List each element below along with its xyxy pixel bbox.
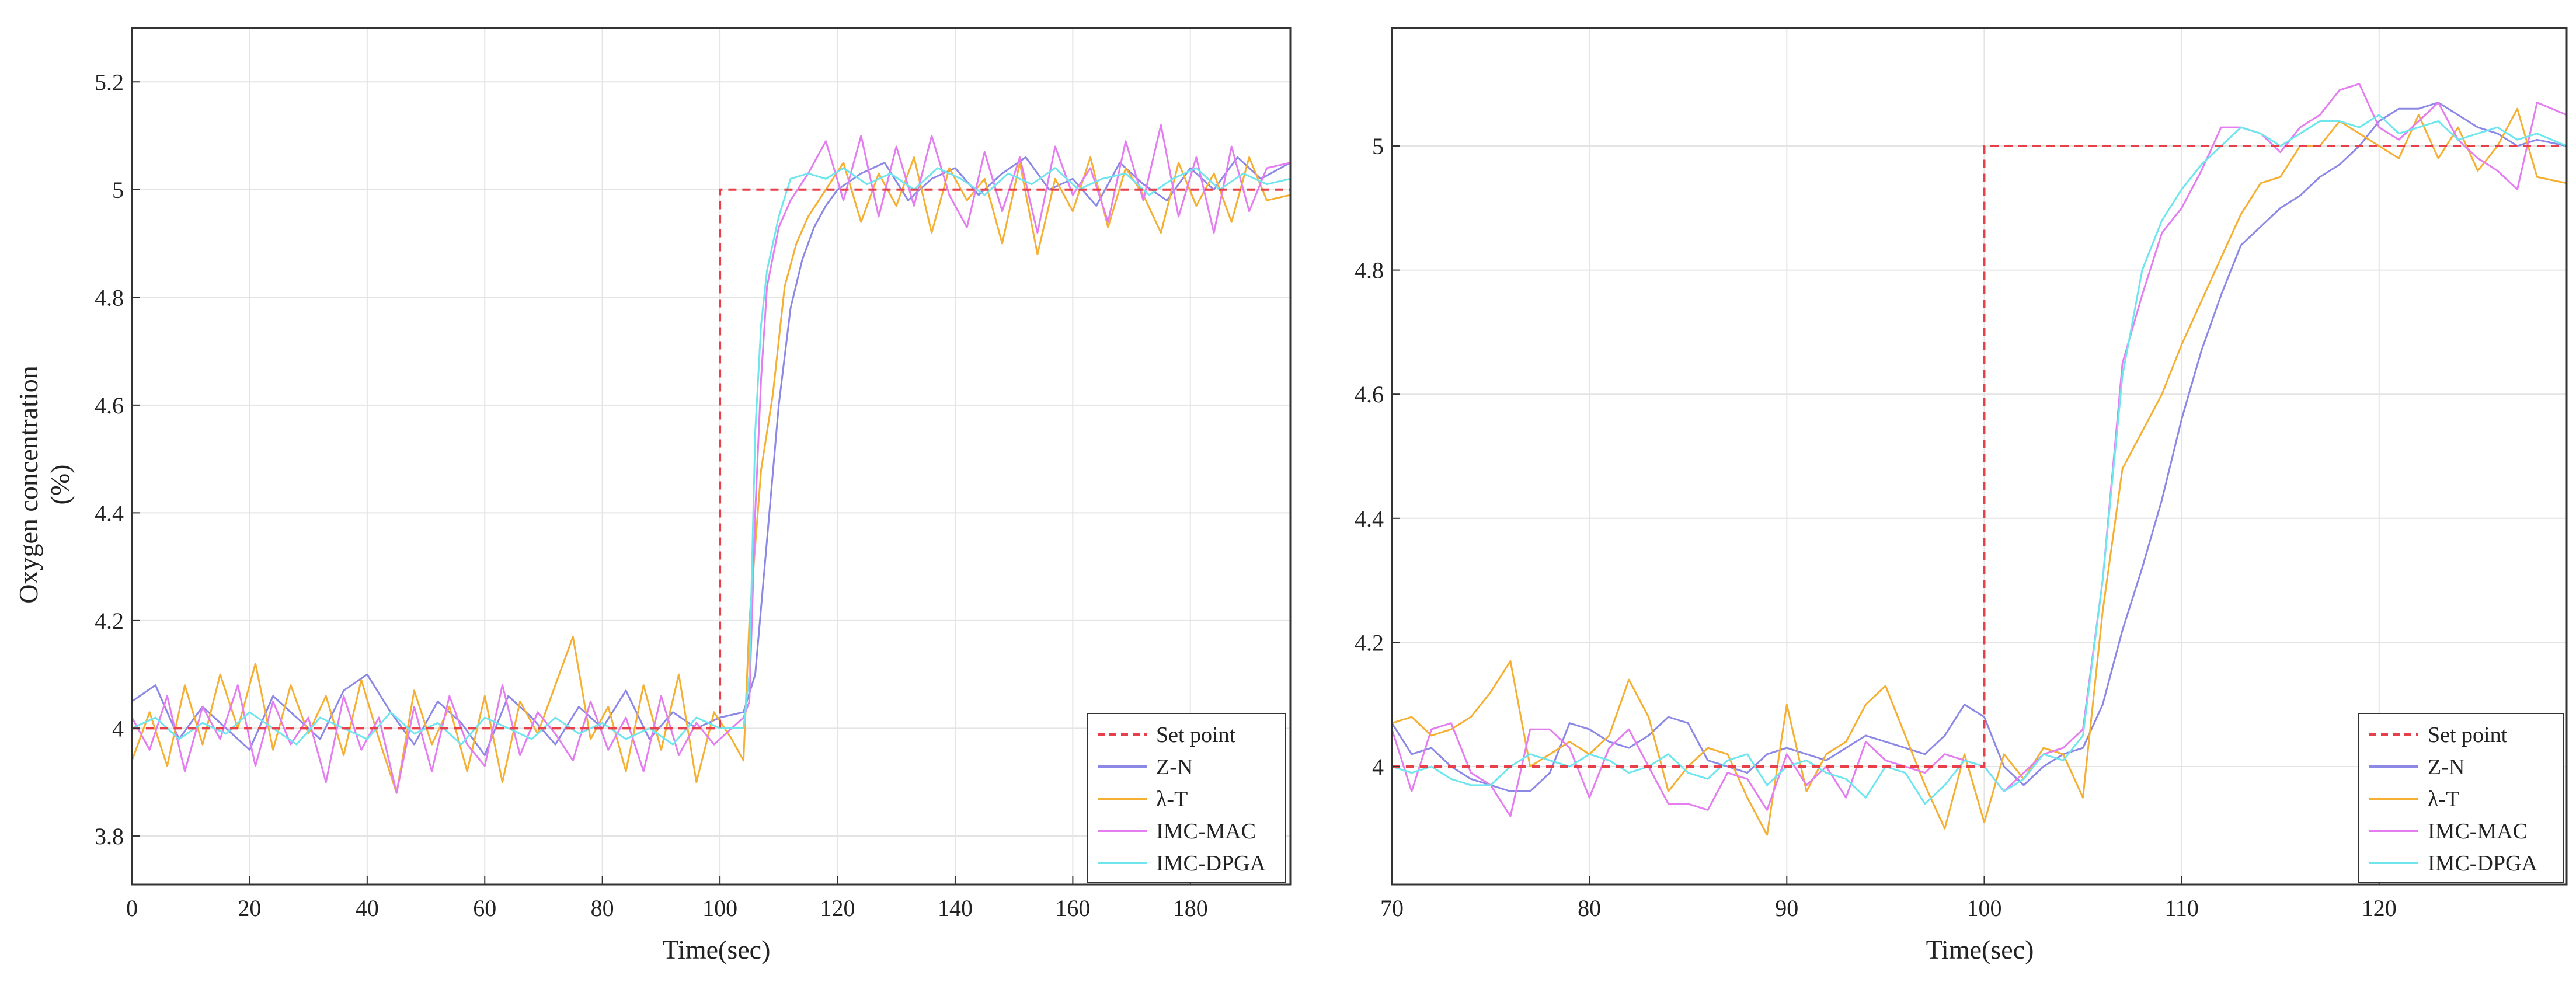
left-y-tick-label-4: 4.6 bbox=[95, 392, 124, 419]
left-legend-label-imc-dpga: IMC-DPGA bbox=[1156, 851, 1266, 876]
right-x-tick-label-2: 90 bbox=[1775, 895, 1798, 921]
left-y-axis-label-line2: (%) bbox=[45, 465, 75, 505]
left-legend-label-imc-mac: IMC-MAC bbox=[1156, 819, 1256, 844]
right-y-tick-label-2: 4.4 bbox=[1355, 506, 1384, 532]
right-x-tick-labels: 70 80 90 100 110 120 bbox=[1380, 876, 2397, 921]
left-legend-label-z-n: Z-N bbox=[1156, 755, 1193, 779]
right-legend: Set point Z-N λ-T IMC-MAC IMC-DPGA bbox=[2358, 713, 2564, 883]
right-y-tick-label-0: 4 bbox=[1372, 754, 1384, 780]
left-y-tick-label-7: 5.2 bbox=[95, 69, 124, 95]
left-chart: 0 20 40 60 80 100 120 140 160 180 3.8 4 4.2 4.4 4.6 4.… bbox=[13, 27, 1292, 964]
left-series-lines bbox=[131, 124, 1291, 794]
left-y-tick-label-2: 4.2 bbox=[95, 608, 124, 634]
left-x-tick-label-2: 40 bbox=[356, 895, 379, 921]
right-series-set-point bbox=[1392, 145, 2567, 768]
left-y-axis-label-line1: Oxygen concentration bbox=[13, 365, 43, 603]
right-x-tick-label-1: 80 bbox=[1578, 895, 1601, 921]
right-y-tick-label-3: 4.6 bbox=[1355, 381, 1384, 408]
right-series-lines bbox=[1391, 83, 2567, 836]
left-x-tick-label-1: 20 bbox=[238, 895, 261, 921]
left-y-tick-labels: 3.8 4 4.2 4.4 4.6 4.8 5 5.2 bbox=[95, 69, 140, 849]
right-legend-label-z-n: Z-N bbox=[2428, 755, 2464, 779]
left-x-tick-labels: 0 20 40 60 80 100 120 140 160 180 bbox=[126, 876, 1208, 921]
right-legend-label-imc-mac: IMC-MAC bbox=[2428, 819, 2528, 844]
left-series-imc-mac bbox=[131, 124, 1291, 794]
left-y-tick-label-5: 4.8 bbox=[95, 284, 124, 311]
left-y-tick-label-0: 3.8 bbox=[95, 823, 124, 849]
right-y-tick-labels: 4 4.2 4.4 4.6 4.8 5 bbox=[1355, 133, 1400, 780]
right-x-tick-label-0: 70 bbox=[1380, 895, 1404, 921]
right-x-tick-label-4: 110 bbox=[2164, 895, 2199, 921]
right-x-tick-label-5: 120 bbox=[2362, 895, 2397, 921]
left-y-tick-label-3: 4.4 bbox=[95, 500, 124, 526]
right-series-imc-dpga bbox=[1391, 114, 2567, 805]
left-x-tick-label-9: 180 bbox=[1173, 895, 1208, 921]
right-chart: 70 80 90 100 110 120 4 4.2 4.4 4.6 4.8 5 Time(sec)… bbox=[1355, 27, 2568, 964]
left-x-tick-label-6: 120 bbox=[820, 895, 855, 921]
left-legend: Set point Z-N λ-T IMC-MAC IMC-DPGA bbox=[1087, 713, 1286, 883]
left-x-axis-label: Time(sec) bbox=[663, 935, 771, 964]
right-x-axis-label: Time(sec) bbox=[1926, 935, 2034, 964]
left-y-tick-label-6: 5 bbox=[112, 177, 124, 203]
left-y-tick-label-1: 4 bbox=[112, 715, 124, 741]
left-legend-label-lambda-t: λ-T bbox=[1156, 787, 1188, 812]
right-legend-label-set-point: Set point bbox=[2428, 723, 2508, 747]
right-legend-label-lambda-t: λ-T bbox=[2428, 787, 2459, 812]
left-x-tick-label-8: 160 bbox=[1055, 895, 1090, 921]
left-x-tick-label-3: 60 bbox=[473, 895, 496, 921]
right-y-tick-label-1: 4.2 bbox=[1355, 629, 1384, 656]
right-y-tick-label-5: 5 bbox=[1372, 133, 1384, 159]
left-series-set-point bbox=[132, 188, 1290, 730]
left-x-tick-label-0: 0 bbox=[126, 895, 138, 921]
right-plot-frame bbox=[1391, 27, 2568, 886]
right-x-tick-label-3: 100 bbox=[1966, 895, 2001, 921]
right-series-lambda-t bbox=[1391, 107, 2567, 836]
left-plot-frame bbox=[131, 27, 1292, 886]
right-legend-label-imc-dpga: IMC-DPGA bbox=[2428, 851, 2537, 876]
left-series-lambda-t bbox=[131, 156, 1291, 794]
left-x-tick-label-7: 140 bbox=[938, 895, 973, 921]
right-series-z-n bbox=[1391, 102, 2567, 792]
left-legend-label-set-point: Set point bbox=[1156, 723, 1236, 747]
left-x-tick-label-5: 100 bbox=[702, 895, 737, 921]
left-x-tick-label-4: 80 bbox=[591, 895, 614, 921]
right-y-tick-label-4: 4.8 bbox=[1355, 257, 1384, 284]
